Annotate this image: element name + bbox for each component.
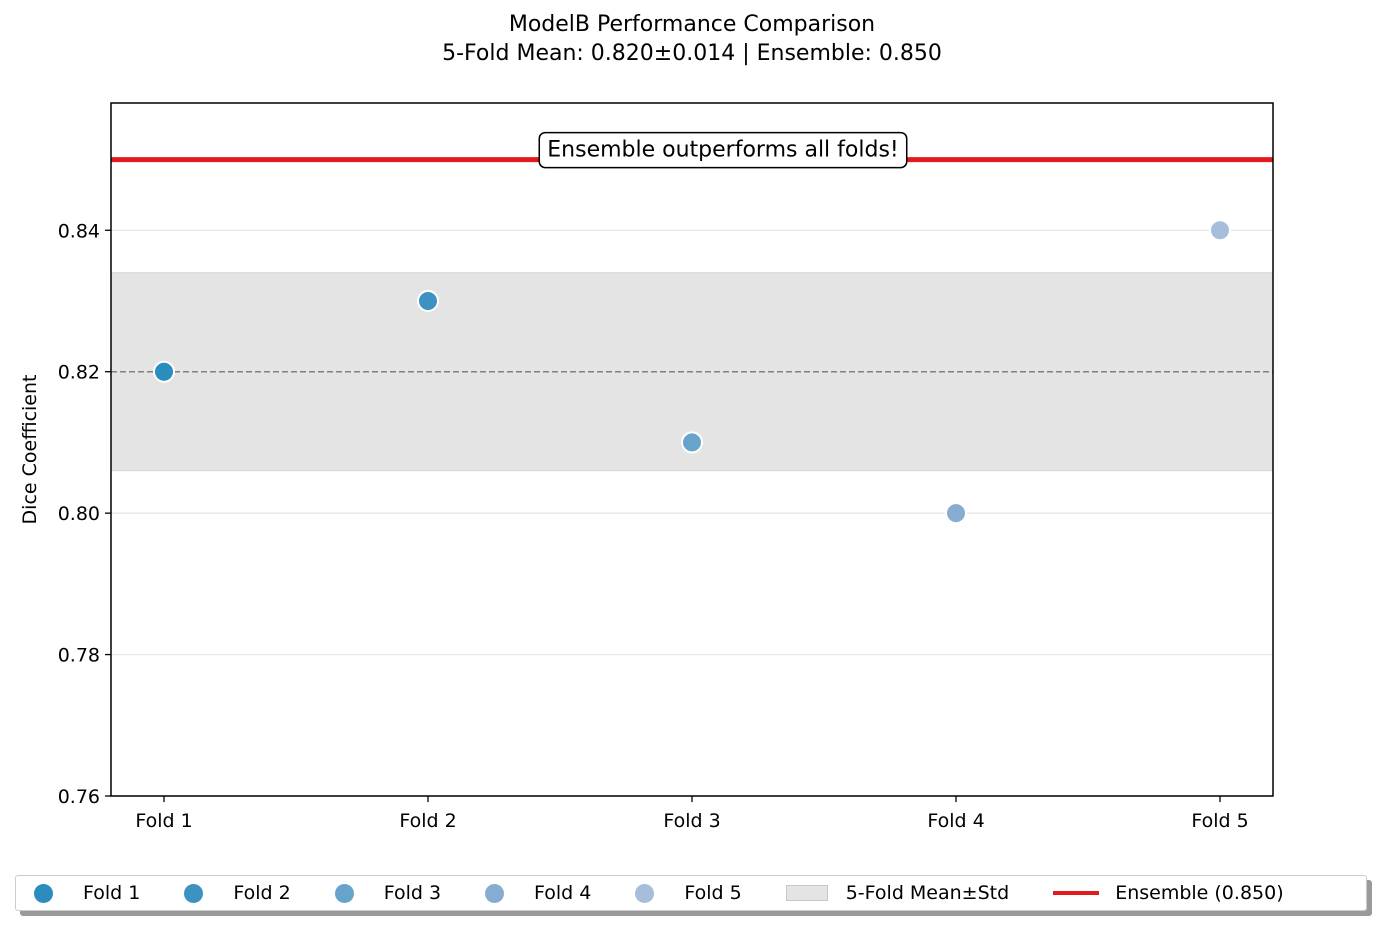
legend-marker — [485, 883, 505, 903]
legend-item-fold-3: Fold 3 — [317, 882, 441, 904]
data-point-fold-2 — [417, 290, 439, 312]
legend-label: 5-Fold Mean±Std — [845, 882, 1010, 904]
y-tick-label: 0.80 — [58, 503, 100, 525]
legend-marker — [785, 885, 828, 901]
x-tick-label: Fold 1 — [135, 810, 192, 832]
data-point-fold-1 — [153, 360, 175, 383]
legend-item-fold-2: Fold 2 — [166, 882, 291, 904]
chart-subtitle: 5-Fold Mean: 0.820±0.014 | Ensemble: 0.8… — [442, 41, 942, 66]
legend-label: Fold 4 — [534, 882, 592, 904]
legend-marker — [34, 883, 53, 903]
legend-item-ensemble: Ensemble (0.850) — [1035, 882, 1284, 904]
x-tick-label: Fold 4 — [927, 810, 984, 832]
legend-item-fold-5: Fold 5 — [617, 882, 742, 904]
chart-title-block: ModelB Performance Comparison 5-Fold Mea… — [0, 10, 1384, 68]
legend-label: Ensemble (0.850) — [1115, 882, 1284, 904]
legend-label: Fold 2 — [233, 882, 291, 904]
data-point-fold-3 — [681, 431, 703, 454]
legend-marker — [635, 883, 655, 903]
annotation-box — [538, 131, 908, 169]
y-tick-label: 0.78 — [58, 645, 100, 667]
x-tick-label: Fold 3 — [663, 810, 720, 832]
data-point-fold-4 — [945, 502, 967, 525]
y-tick-label: 0.84 — [58, 220, 100, 242]
legend-marker — [184, 883, 204, 903]
legend-marker — [334, 883, 354, 903]
x-tick-label: Fold 2 — [399, 810, 456, 832]
chart-title: ModelB Performance Comparison — [508, 12, 876, 37]
legend-marker — [1053, 891, 1100, 895]
legend-label: Fold 3 — [383, 882, 442, 904]
x-tick-label: Fold 5 — [1191, 810, 1248, 832]
data-point-fold-5 — [1209, 219, 1231, 242]
legend-item-mean-std: 5-Fold Mean±Std — [768, 882, 1009, 904]
y-tick-label: 0.82 — [58, 362, 100, 384]
y-tick-label: 0.76 — [58, 786, 100, 808]
legend-label: Fold 1 — [83, 882, 141, 904]
legend-label: Fold 5 — [684, 882, 742, 904]
scatter-chart: Ensemble outperforms all folds! 0.76 0.78 0… — [19, 102, 1274, 832]
legend-item-fold-1: Fold 1 — [16, 882, 140, 904]
legend: Fold 1 Fold 2 Fold 3 Fold 4 Fold 5 5-Fold Mea… — [15, 875, 1367, 911]
legend-item-fold-4: Fold 4 — [467, 882, 591, 904]
annotation-text: Ensemble outperforms all folds! — [547, 138, 898, 163]
y-axis-label: Dice Coefficient — [19, 375, 41, 525]
